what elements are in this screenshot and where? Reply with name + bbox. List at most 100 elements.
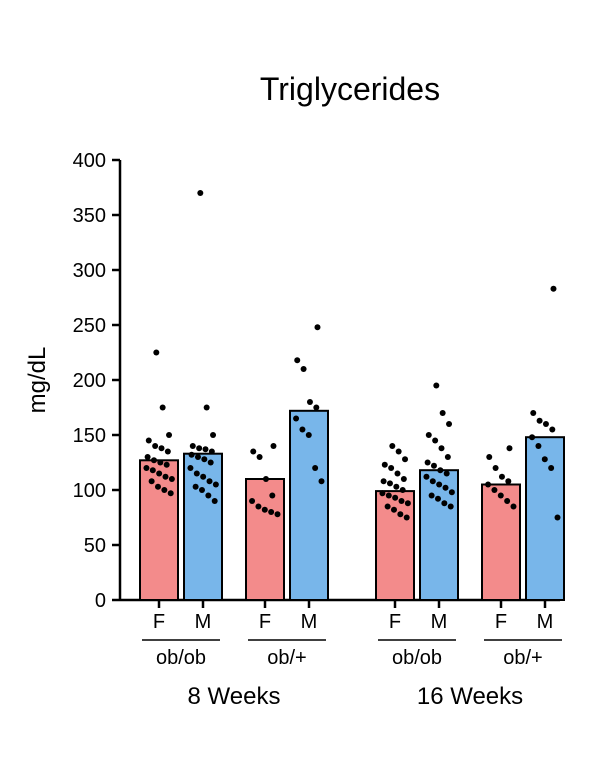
data-point (389, 443, 395, 449)
y-tick-label: 0 (95, 590, 106, 612)
data-point (387, 480, 393, 486)
data-point (423, 474, 429, 480)
data-point (319, 478, 325, 484)
data-point (193, 484, 199, 490)
data-point (153, 350, 159, 356)
data-point (255, 504, 261, 510)
data-point (426, 432, 432, 438)
data-point (204, 405, 210, 411)
data-point (146, 438, 152, 444)
data-point (157, 460, 163, 466)
data-point (393, 484, 399, 490)
data-point (156, 471, 162, 477)
y-axis-label: mg/dL (24, 347, 51, 414)
data-point (268, 509, 274, 515)
genotype-label: ob/ob (156, 647, 206, 669)
y-tick-label: 150 (73, 425, 106, 447)
data-point (425, 460, 431, 466)
data-point (152, 443, 158, 449)
data-point (197, 190, 203, 196)
data-point (405, 500, 411, 506)
data-point (314, 324, 320, 330)
bar (290, 411, 328, 600)
data-point (187, 465, 193, 471)
data-point (388, 465, 394, 471)
data-point (439, 445, 445, 451)
data-point (194, 471, 200, 477)
data-point (262, 507, 268, 513)
y-tick-label: 50 (84, 535, 106, 557)
sex-label: F (495, 611, 507, 633)
data-point (499, 474, 505, 480)
data-point (402, 456, 408, 462)
data-point (159, 445, 165, 451)
data-point (441, 500, 447, 506)
data-point (430, 478, 436, 484)
data-point (293, 416, 299, 422)
data-point (433, 383, 439, 389)
data-point (263, 476, 269, 482)
data-point (537, 418, 543, 424)
data-point (208, 460, 214, 466)
data-point (392, 495, 398, 501)
data-point (437, 467, 443, 473)
data-point (312, 465, 318, 471)
data-point (432, 438, 438, 444)
sex-label: M (195, 611, 212, 633)
data-point (213, 482, 219, 488)
data-point (294, 357, 300, 363)
data-point (511, 504, 517, 510)
data-point (209, 449, 215, 455)
data-point (400, 487, 406, 493)
data-point (306, 432, 312, 438)
data-point (200, 474, 206, 480)
data-point (210, 432, 216, 438)
data-point (307, 399, 313, 405)
data-point (491, 487, 497, 493)
data-point (529, 434, 535, 440)
data-point (270, 443, 276, 449)
data-point (486, 454, 492, 460)
data-point (313, 405, 319, 411)
data-point (404, 515, 410, 521)
data-point (196, 445, 202, 451)
data-point (250, 449, 256, 455)
data-point (301, 366, 307, 372)
data-point (164, 462, 170, 468)
data-point (201, 456, 207, 462)
data-point (381, 478, 387, 484)
data-point (169, 476, 175, 482)
data-point (446, 421, 452, 427)
data-point (269, 493, 275, 499)
y-tick-label: 200 (73, 370, 106, 392)
time-label: 16 Weeks (417, 683, 523, 710)
genotype-label: ob/+ (503, 647, 542, 669)
data-point (199, 487, 205, 493)
data-point (506, 445, 512, 451)
data-point (165, 449, 171, 455)
data-point (150, 467, 156, 473)
data-point (160, 405, 166, 411)
data-point (275, 511, 281, 517)
time-label: 8 Weeks (188, 683, 281, 710)
data-point (299, 427, 305, 433)
data-point (163, 474, 169, 480)
data-point (498, 493, 504, 499)
chart-title: Triglycerides (260, 71, 440, 107)
data-point (549, 427, 555, 433)
data-point (205, 493, 211, 499)
data-point (550, 286, 556, 292)
data-point (396, 449, 402, 455)
sex-label: F (389, 611, 401, 633)
data-point (207, 478, 213, 484)
data-point (168, 490, 174, 496)
data-point (149, 478, 155, 484)
y-tick-label: 250 (73, 315, 106, 337)
sex-label: M (431, 611, 448, 633)
data-point (449, 489, 455, 495)
data-point (548, 465, 554, 471)
data-point (431, 463, 437, 469)
data-point (379, 490, 385, 496)
data-point (443, 485, 449, 491)
data-point (445, 454, 451, 460)
